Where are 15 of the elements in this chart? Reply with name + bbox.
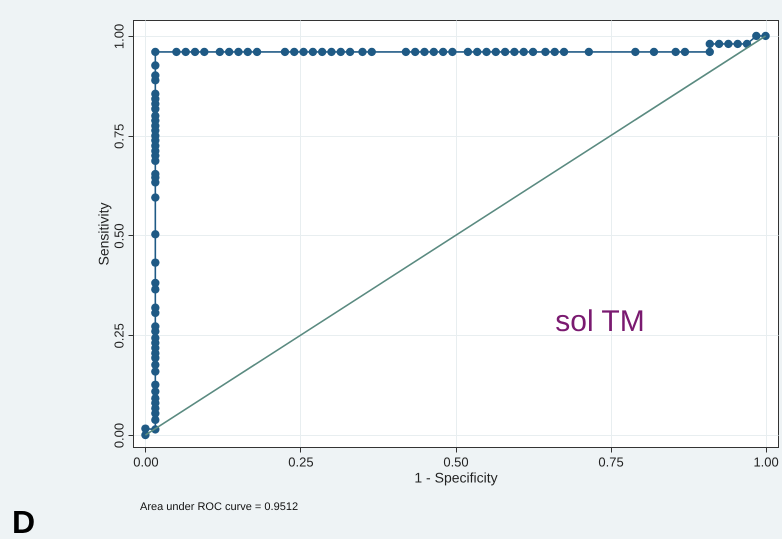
y-axis-title: Sensitivity (96, 202, 112, 266)
text: Area under ROC curve = 0.9512 (140, 501, 298, 513)
x-tick-label: 0.50 (443, 454, 469, 470)
x-tick-label: 0.00 (133, 454, 159, 470)
annotation: sol TM (555, 305, 645, 338)
y-tick-label: 0.50 (112, 223, 126, 249)
x-tick-label: 0.75 (598, 454, 624, 470)
y-tick-label: 1.00 (112, 24, 126, 50)
text: D (12, 504, 36, 539)
y-tick-label: 0.00 (112, 422, 126, 448)
y-tick-label: 0.25 (112, 323, 126, 348)
x-tick-label: 0.25 (288, 454, 314, 470)
x-tick-label: 1.00 (753, 454, 779, 470)
y-tick-label: 0.75 (112, 124, 126, 149)
x-axis-title: 1 - Specificity (414, 470, 498, 486)
